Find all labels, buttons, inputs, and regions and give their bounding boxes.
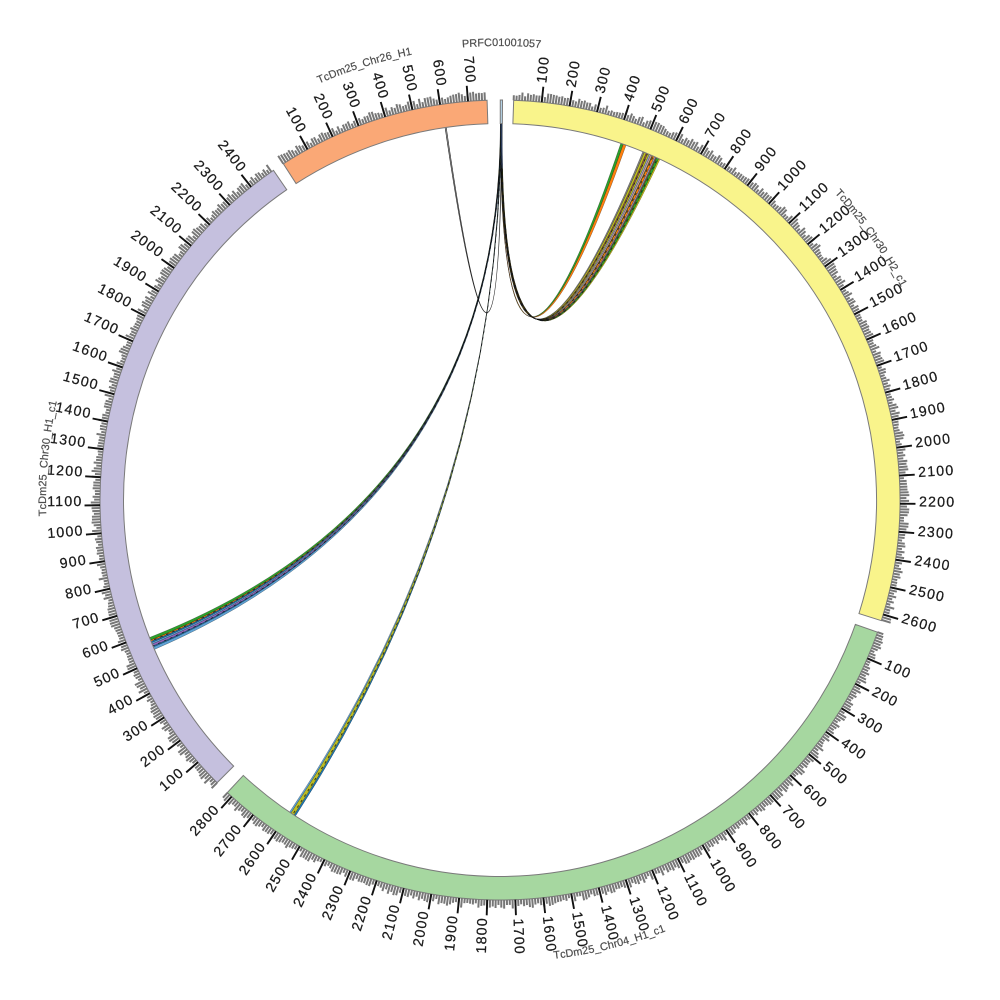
- svg-text:700: 700: [71, 610, 102, 633]
- svg-text:T: T: [315, 73, 326, 87]
- svg-text:1: 1: [657, 923, 667, 936]
- svg-text:100: 100: [534, 55, 553, 84]
- svg-text:r: r: [39, 450, 51, 455]
- svg-text:1: 1: [516, 37, 523, 49]
- svg-text:1100: 1100: [47, 494, 83, 510]
- svg-text:1: 1: [47, 399, 60, 407]
- svg-text:1: 1: [404, 46, 412, 59]
- svg-text:R: R: [469, 38, 478, 50]
- svg-text:_: _: [41, 430, 54, 440]
- svg-text:0: 0: [40, 438, 53, 446]
- svg-text:600: 600: [429, 59, 449, 88]
- svg-text:1700: 1700: [510, 918, 527, 955]
- svg-text:2: 2: [37, 480, 49, 486]
- svg-text:C: C: [599, 940, 610, 954]
- svg-text:C: C: [361, 56, 372, 70]
- svg-text:1300: 1300: [49, 431, 87, 451]
- svg-text:h: h: [39, 454, 52, 461]
- svg-text:5: 5: [37, 474, 49, 481]
- svg-text:r: r: [612, 938, 619, 951]
- svg-text:900: 900: [59, 552, 88, 572]
- svg-text:5: 5: [529, 38, 536, 50]
- svg-text:1: 1: [896, 278, 909, 289]
- svg-text:r: r: [871, 236, 883, 246]
- svg-text:3: 3: [873, 239, 886, 251]
- svg-text:0: 0: [504, 37, 510, 49]
- svg-text:2: 2: [343, 62, 353, 75]
- svg-text:c: c: [559, 948, 567, 961]
- svg-text:r: r: [375, 53, 382, 66]
- svg-text:1800: 1800: [474, 917, 491, 954]
- svg-text:4: 4: [622, 935, 631, 948]
- svg-text:1400: 1400: [54, 400, 93, 423]
- svg-text:1900: 1900: [909, 400, 948, 423]
- svg-text:m: m: [37, 487, 49, 496]
- svg-text:D: D: [565, 947, 575, 960]
- svg-text:F: F: [477, 37, 485, 49]
- svg-text:T: T: [37, 509, 49, 516]
- svg-text:_: _: [626, 933, 637, 947]
- svg-text:c: c: [652, 925, 662, 938]
- svg-text:_: _: [354, 58, 365, 72]
- svg-text:c: c: [893, 273, 906, 284]
- svg-text:m: m: [572, 946, 583, 959]
- svg-text:1: 1: [498, 37, 504, 49]
- svg-text:m: m: [335, 64, 348, 78]
- svg-text:T: T: [553, 949, 561, 962]
- svg-text:400: 400: [368, 71, 391, 102]
- svg-text:_: _: [38, 467, 50, 476]
- svg-text:5: 5: [349, 60, 359, 73]
- svg-text:_: _: [389, 49, 400, 63]
- svg-text:H: H: [42, 423, 55, 433]
- svg-text:2: 2: [887, 262, 900, 273]
- svg-text:h: h: [606, 939, 615, 952]
- svg-text:_: _: [645, 926, 657, 940]
- svg-text:2000: 2000: [411, 909, 433, 948]
- svg-text:1200: 1200: [47, 462, 84, 480]
- svg-text:2: 2: [378, 52, 387, 65]
- svg-text:2000: 2000: [914, 431, 952, 452]
- svg-text:1900: 1900: [442, 914, 462, 952]
- svg-text:2400: 2400: [913, 553, 951, 574]
- svg-text:h: h: [369, 54, 378, 67]
- svg-text:C: C: [484, 37, 492, 49]
- svg-text:_: _: [44, 410, 57, 420]
- svg-text:200: 200: [564, 59, 584, 89]
- svg-text:c: c: [322, 70, 332, 83]
- svg-text:c: c: [37, 503, 49, 509]
- svg-text:_: _: [592, 942, 602, 955]
- svg-text:1500: 1500: [568, 911, 590, 950]
- svg-text:D: D: [37, 496, 49, 504]
- svg-text:500: 500: [398, 63, 420, 93]
- svg-text:2100: 2100: [918, 463, 955, 481]
- svg-text:800: 800: [64, 581, 94, 603]
- svg-text:c: c: [46, 405, 59, 413]
- svg-text:C: C: [38, 460, 51, 469]
- svg-text:1: 1: [43, 417, 56, 425]
- svg-text:7: 7: [535, 38, 542, 50]
- svg-text:2: 2: [581, 945, 589, 958]
- svg-text:P: P: [462, 38, 470, 51]
- svg-text:0: 0: [876, 244, 889, 256]
- svg-text:2200: 2200: [919, 494, 956, 510]
- svg-text:2500: 2500: [907, 582, 946, 606]
- svg-text:1: 1: [641, 929, 651, 942]
- svg-text:H: H: [633, 931, 644, 945]
- svg-text:3: 3: [40, 444, 53, 451]
- svg-text:1000: 1000: [47, 523, 85, 542]
- svg-text:700: 700: [460, 56, 478, 84]
- svg-text:0: 0: [523, 38, 530, 50]
- svg-text:H: H: [397, 47, 407, 60]
- svg-text:0: 0: [492, 37, 498, 49]
- svg-text:2300: 2300: [917, 524, 955, 543]
- svg-text:5: 5: [587, 943, 595, 956]
- svg-text:6: 6: [384, 50, 393, 63]
- svg-text:0: 0: [616, 936, 625, 949]
- svg-text:300: 300: [592, 65, 614, 95]
- svg-text:1600: 1600: [539, 916, 559, 954]
- svg-text:0: 0: [510, 37, 516, 49]
